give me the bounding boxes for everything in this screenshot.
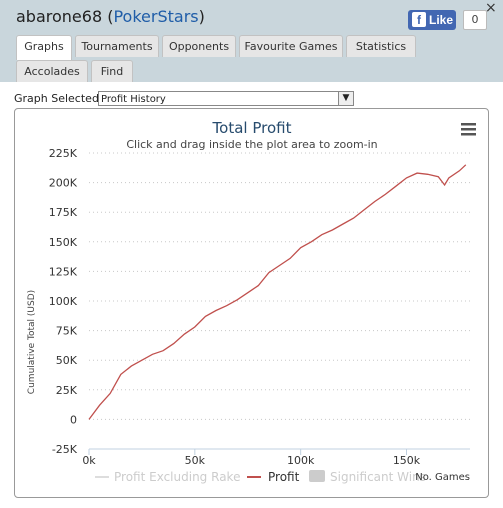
y-tick-label: -25K [52, 443, 78, 456]
x-tick-label: 0k [82, 454, 96, 467]
close-icon[interactable]: × [485, 0, 497, 16]
graph-select-value: Profit History [101, 94, 166, 105]
chart-title: Total Profit [212, 119, 292, 137]
y-tick-label: 175K [49, 206, 78, 219]
y-tick-label: 75K [56, 325, 78, 338]
legend-item-significant-wins[interactable]: Significant Wins [309, 470, 426, 484]
header-bar: abarone68 (PokerStars) × f Like 0 Graphs… [0, 0, 503, 82]
y-tick-label: 200K [49, 177, 78, 190]
x-tick-label: 100k [287, 454, 315, 467]
y-axis-label: Cumulative Total (USD) [27, 290, 37, 394]
facebook-like-button[interactable]: f Like [408, 10, 456, 30]
tab-favourite-games[interactable]: Favourite Games [239, 35, 343, 57]
tab-opponents[interactable]: Opponents [162, 35, 236, 57]
x-tick-label: 150k [393, 454, 421, 467]
like-count: 0 [463, 10, 487, 30]
chart-panel: Total Profit Click and drag inside the p… [14, 108, 489, 498]
x-axis-label: No. Games [415, 472, 470, 483]
chart-subtitle: Click and drag inside the plot area to z… [126, 138, 377, 151]
player-title: abarone68 (PokerStars) [16, 7, 205, 26]
y-tick-label: 25K [56, 384, 78, 397]
chart-legend: Profit Excluding Rake Profit Significant… [95, 470, 426, 484]
graph-selected-label: Graph Selected: [14, 92, 103, 105]
y-tick-label: 100K [49, 295, 78, 308]
facebook-icon: f [412, 12, 426, 27]
graph-select-dropdown[interactable]: Profit History ▼ [98, 91, 354, 106]
like-label: Like [429, 13, 454, 27]
legend-label-profit-excluding-rake: Profit Excluding Rake [114, 470, 240, 484]
legend-label-significant-wins: Significant Wins [330, 470, 426, 484]
y-tick-label: 0 [70, 413, 77, 426]
network-link[interactable]: PokerStars [113, 7, 199, 26]
chevron-down-icon[interactable]: ▼ [338, 92, 353, 105]
y-tick-label: 125K [49, 265, 78, 278]
network-open-paren: ( [107, 7, 114, 26]
x-tick-label: 50k [185, 454, 206, 467]
tab-statistics[interactable]: Statistics [346, 35, 416, 57]
legend-item-profit-excluding-rake[interactable]: Profit Excluding Rake [95, 470, 240, 484]
tab-tournaments[interactable]: Tournaments [75, 35, 159, 57]
series-line-profit [88, 164, 467, 420]
username: abarone68 [16, 7, 103, 26]
network-close-paren: ) [198, 7, 205, 26]
tab-accolades[interactable]: Accolades [16, 60, 88, 82]
legend-item-profit[interactable]: Profit [247, 470, 300, 484]
tab-graphs[interactable]: Graphs [16, 35, 72, 60]
tab-find[interactable]: Find [91, 60, 133, 82]
hamburger-menu-icon[interactable] [461, 123, 476, 136]
y-tick-label: 150K [49, 236, 78, 249]
y-tick-label: 225K [49, 147, 78, 160]
y-tick-label: 50K [56, 354, 78, 367]
legend-label-profit: Profit [268, 470, 300, 484]
chart-svg[interactable]: Total Profit Click and drag inside the p… [15, 109, 488, 497]
